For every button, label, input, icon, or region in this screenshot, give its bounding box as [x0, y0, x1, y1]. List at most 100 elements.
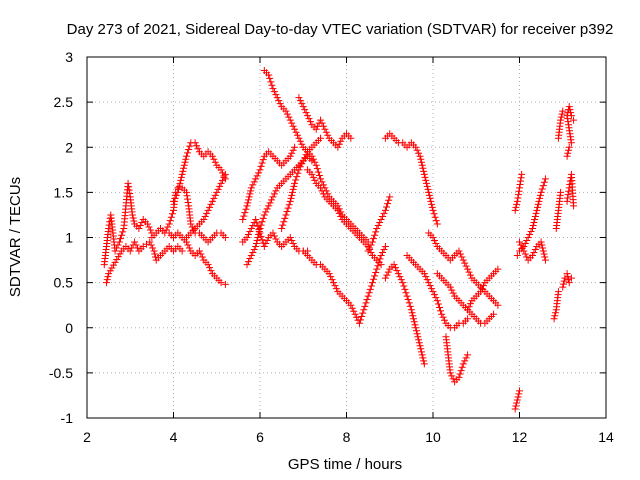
data-point: [368, 238, 376, 246]
data-point: [559, 283, 567, 291]
data-point: [430, 210, 438, 218]
data-point: [401, 285, 409, 293]
data-point: [423, 276, 431, 284]
data-point: [115, 238, 123, 246]
data-point: [372, 268, 380, 276]
data-point: [269, 229, 277, 237]
data-point: [171, 194, 179, 202]
data-point: [513, 396, 521, 404]
plot-frame: [86, 56, 607, 419]
data-point: [317, 116, 325, 124]
data-point: [246, 255, 254, 263]
data-point: [129, 214, 137, 222]
data-point: [563, 152, 571, 160]
data-point: [337, 212, 345, 220]
data-point: [295, 134, 303, 142]
data-point: [138, 218, 146, 226]
data-point: [249, 249, 257, 257]
data-point: [359, 309, 367, 317]
data-point: [217, 279, 225, 287]
data-point: [534, 203, 542, 211]
data-point: [563, 270, 571, 278]
data-point: [380, 209, 388, 217]
data-point: [299, 103, 307, 111]
data-point: [564, 149, 572, 157]
data-point: [423, 182, 431, 190]
data-point: [219, 169, 227, 177]
series-track-z: [550, 107, 567, 323]
data-point: [541, 256, 549, 264]
data-point: [119, 228, 127, 236]
data-point: [412, 327, 420, 335]
data-point: [394, 270, 402, 278]
series-track-v: [464, 265, 502, 314]
data-point: [201, 212, 209, 220]
y-tick-label: 3: [65, 49, 73, 65]
data-point: [420, 357, 428, 365]
data-point: [168, 210, 176, 218]
data-point: [419, 354, 427, 362]
data-point: [539, 244, 547, 252]
data-point: [358, 312, 366, 320]
data-point: [272, 187, 280, 195]
data-point: [177, 176, 185, 184]
data-point: [564, 194, 572, 202]
data-point: [420, 360, 428, 368]
data-point: [456, 370, 464, 378]
data-point: [564, 273, 572, 281]
data-point: [375, 258, 383, 266]
series-track-q: [381, 261, 428, 368]
data-point: [281, 214, 289, 222]
data-point: [242, 205, 250, 213]
data-point: [243, 261, 251, 269]
data-point: [285, 113, 293, 121]
data-point: [244, 230, 252, 238]
data-point: [428, 203, 436, 211]
data-point: [193, 142, 201, 150]
data-point: [102, 279, 110, 287]
data-point: [174, 188, 182, 196]
data-point: [541, 175, 549, 183]
data-point: [257, 162, 265, 170]
data-point: [559, 107, 567, 115]
data-point: [527, 227, 535, 235]
data-point: [523, 237, 531, 245]
data-point: [377, 215, 385, 223]
data-point: [204, 206, 212, 214]
data-point: [210, 155, 218, 163]
data-point: [431, 213, 439, 221]
data-point: [353, 313, 361, 321]
data-point: [371, 272, 379, 280]
data-point: [415, 336, 423, 344]
data-point: [428, 200, 436, 208]
data-point: [308, 170, 316, 178]
data-point: [255, 227, 263, 235]
data-point: [182, 188, 190, 196]
data-point: [288, 237, 296, 245]
data-point: [570, 116, 578, 124]
series-track-r: [403, 252, 472, 332]
data-point: [164, 223, 172, 231]
data-point: [432, 294, 440, 302]
data-point: [272, 91, 280, 99]
data-point: [516, 184, 523, 192]
data-point: [351, 310, 359, 318]
data-point: [118, 231, 126, 239]
series-track-t: [442, 333, 472, 386]
data-point: [280, 218, 288, 226]
data-point: [421, 173, 429, 181]
data-point: [283, 208, 291, 216]
data-point: [321, 125, 329, 133]
data-point: [521, 250, 529, 258]
data-point: [367, 241, 375, 249]
data-point: [252, 243, 260, 251]
data-point: [458, 253, 466, 261]
data-point: [420, 170, 428, 178]
data-point: [530, 218, 538, 226]
data-point: [211, 158, 219, 166]
data-point: [373, 224, 381, 232]
data-point: [114, 241, 122, 249]
data-point: [362, 299, 370, 307]
data-point: [538, 185, 546, 193]
data-point: [462, 262, 470, 270]
